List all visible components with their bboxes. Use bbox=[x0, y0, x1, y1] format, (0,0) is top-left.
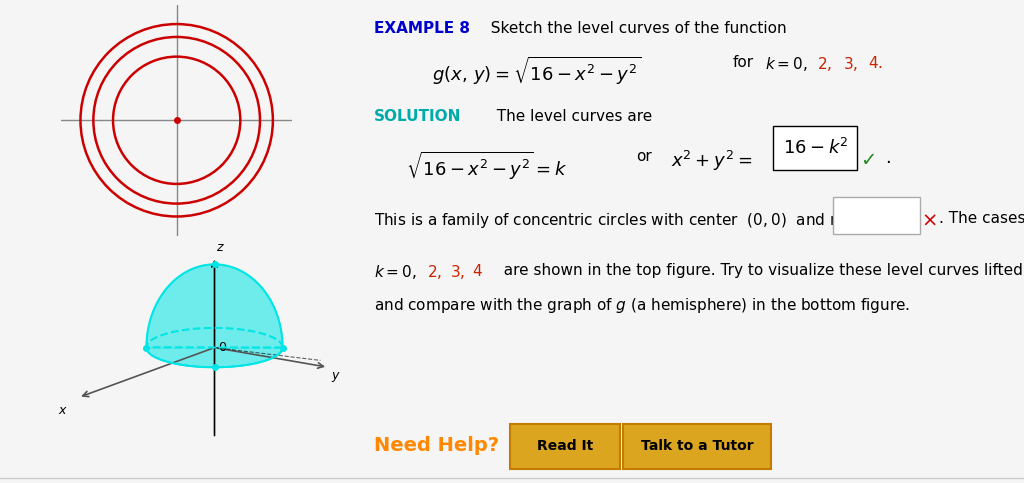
Text: $2,$: $2,$ bbox=[427, 263, 442, 281]
Text: $\sqrt{16 - x^2 - y^2} = k$: $\sqrt{16 - x^2 - y^2} = k$ bbox=[407, 149, 567, 182]
FancyBboxPatch shape bbox=[510, 424, 620, 469]
Text: $k = 0,$: $k = 0,$ bbox=[374, 263, 417, 281]
Text: Need Help?: Need Help? bbox=[374, 436, 499, 455]
Text: are shown in the top figure. Try to visualize these level curves lifted up to fo: are shown in the top figure. Try to visu… bbox=[494, 263, 1024, 278]
Text: Talk to a Tutor: Talk to a Tutor bbox=[641, 439, 754, 453]
Text: $z$: $z$ bbox=[216, 241, 225, 254]
Text: EXAMPLE 8: EXAMPLE 8 bbox=[374, 21, 470, 36]
Text: $x$: $x$ bbox=[58, 404, 68, 416]
FancyBboxPatch shape bbox=[623, 424, 771, 469]
Text: $4$: $4$ bbox=[472, 263, 483, 279]
Text: $k = 0,$: $k = 0,$ bbox=[765, 55, 808, 72]
Text: The level curves are: The level curves are bbox=[487, 109, 652, 124]
Text: $.$: $.$ bbox=[885, 149, 896, 167]
Text: This is a family of concentric circles with center  $(0, 0)$  and radius: This is a family of concentric circles w… bbox=[374, 211, 878, 230]
Text: or: or bbox=[636, 149, 651, 164]
Text: $\checkmark$: $\checkmark$ bbox=[860, 149, 874, 168]
Text: $16 - k^2$: $16 - k^2$ bbox=[782, 138, 848, 158]
Text: Read It: Read It bbox=[537, 439, 593, 453]
Text: $g(x,\, y) = \sqrt{16 - x^2 - y^2}$: $g(x,\, y) = \sqrt{16 - x^2 - y^2}$ bbox=[432, 55, 641, 87]
Polygon shape bbox=[146, 264, 283, 367]
Text: $\times$: $\times$ bbox=[921, 211, 936, 230]
Text: $0$: $0$ bbox=[217, 341, 226, 354]
Text: $2,$: $2,$ bbox=[817, 55, 831, 72]
Text: $3,$: $3,$ bbox=[450, 263, 465, 281]
Text: $4.$: $4.$ bbox=[868, 55, 884, 71]
Text: . The cases: . The cases bbox=[939, 211, 1024, 226]
Text: SOLUTION: SOLUTION bbox=[374, 109, 462, 124]
Text: $3,$: $3,$ bbox=[843, 55, 858, 72]
Text: $y$: $y$ bbox=[331, 370, 341, 384]
Text: for: for bbox=[733, 55, 754, 70]
FancyBboxPatch shape bbox=[773, 126, 857, 170]
Text: $x^2 + y^2 =$: $x^2 + y^2 =$ bbox=[672, 149, 753, 173]
Text: Sketch the level curves of the function: Sketch the level curves of the function bbox=[480, 21, 786, 36]
Text: and compare with the graph of $g$ (a hemisphere) in the bottom figure.: and compare with the graph of $g$ (a hem… bbox=[374, 296, 910, 315]
FancyBboxPatch shape bbox=[833, 198, 921, 234]
